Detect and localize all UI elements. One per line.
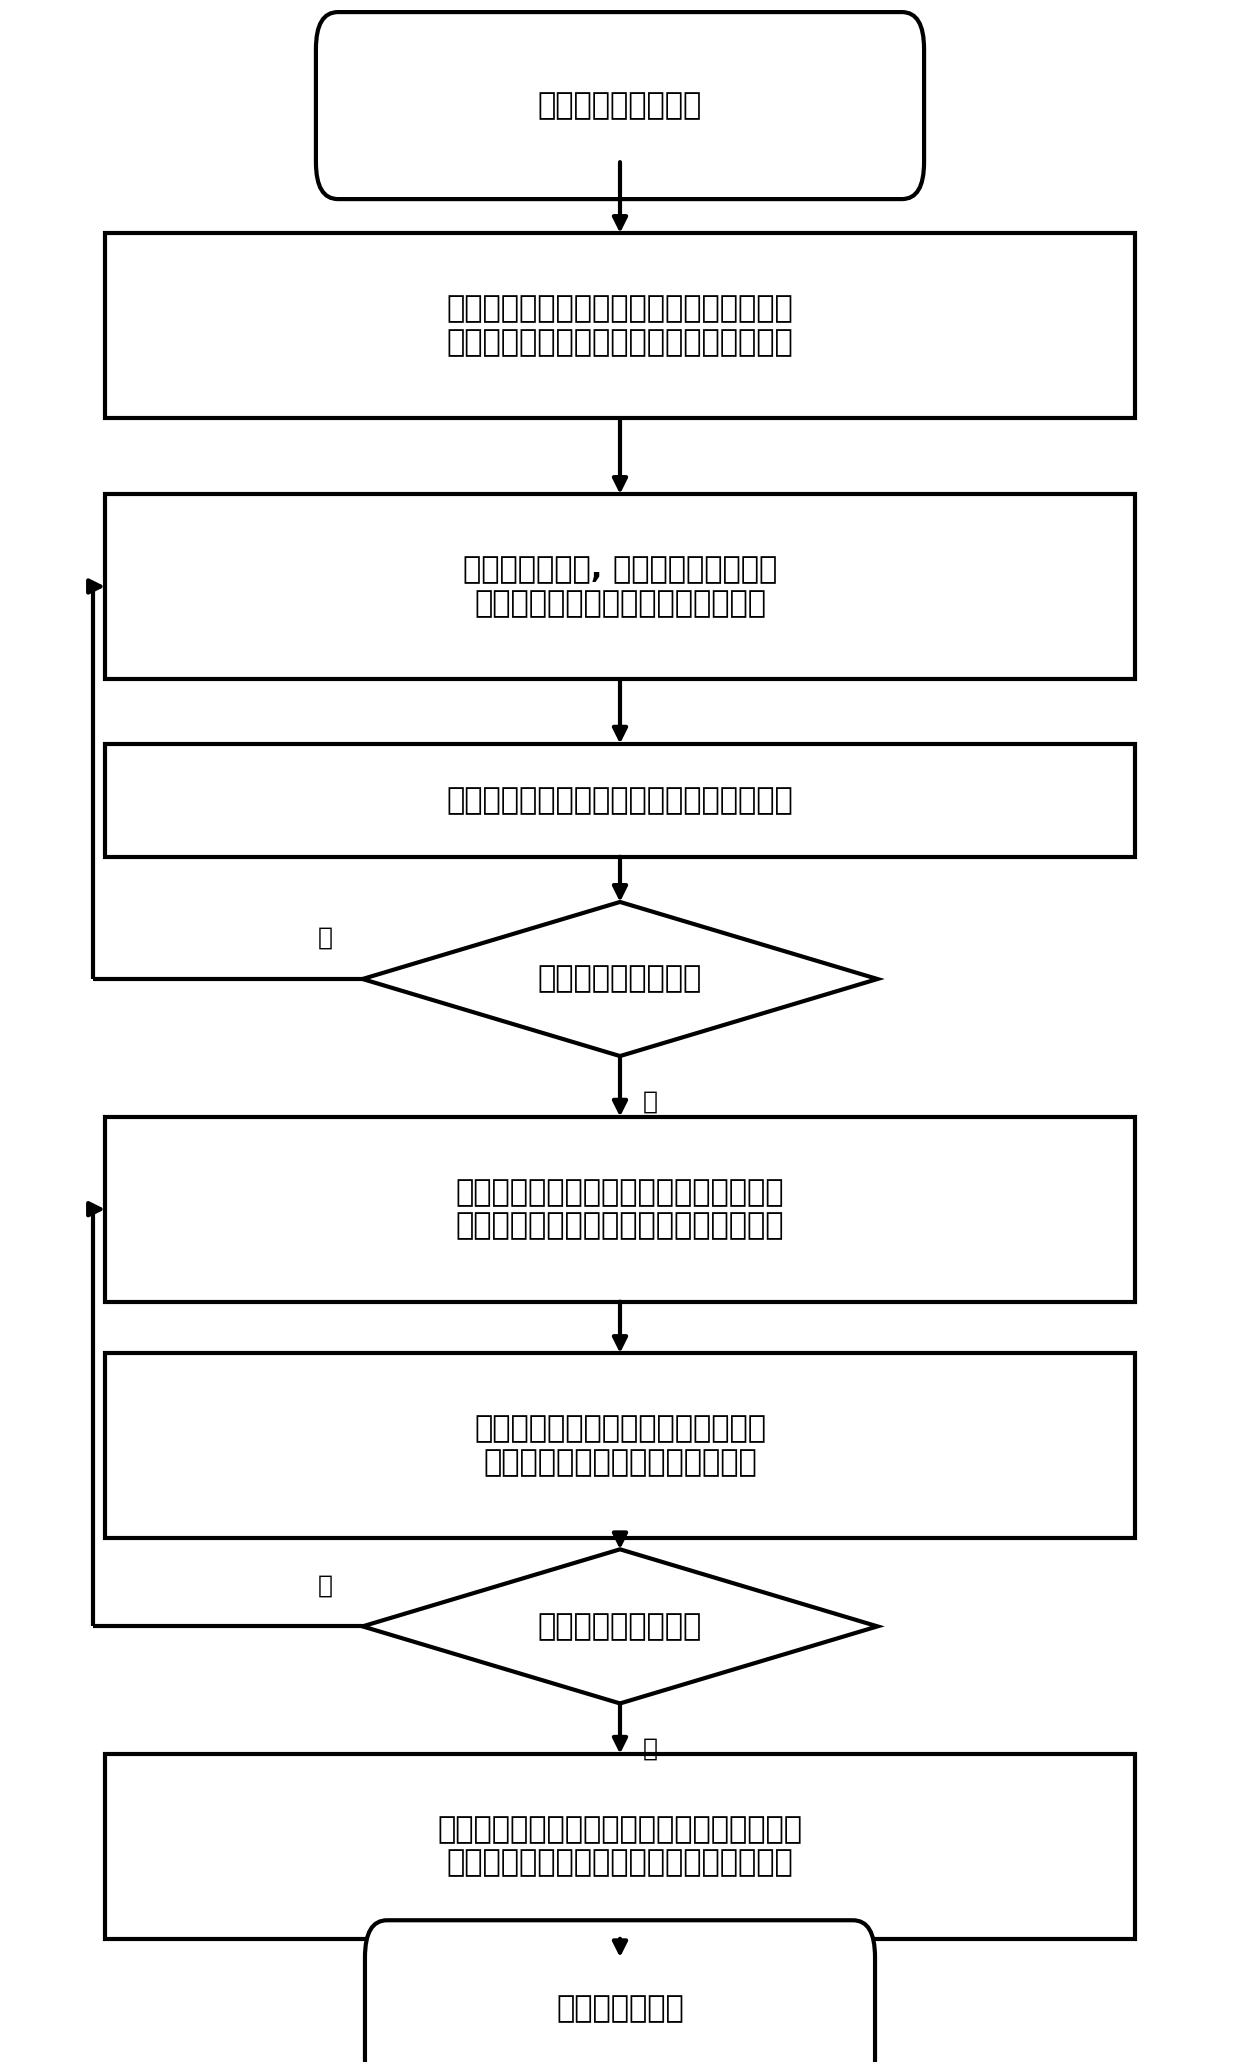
Text: 根据观测值向量的均值加权，测量率分配
器为剩余块集三种块类别分配优化测量率: 根据观测值向量的均值加权，测量率分配 器为剩余块集三种块类别分配优化测量率 [456, 1177, 784, 1241]
Text: 是: 是 [644, 1736, 658, 1761]
Text: 观测值统计器获取三种块类别的观测值向量: 观测值统计器获取三种块类别的观测值向量 [446, 786, 794, 815]
Bar [105, 1117, 1135, 1301]
Text: 按螺旋次序逐块对观测值进行多方向预测，得
到各块的预测残差，然后执行量化与熵编码: 按螺旋次序逐块对观测值进行多方向预测，得 到各块的预测残差，然后执行量化与熵编码 [438, 1815, 802, 1877]
Text: 否: 否 [319, 927, 334, 950]
Text: 是: 是 [644, 1088, 658, 1113]
Bar [105, 494, 1135, 679]
Text: 码流存储或传输: 码流存储或传输 [556, 1995, 684, 2023]
Bar [105, 1353, 1135, 1537]
Text: 剩余块集的最后块？: 剩余块集的最后块？ [538, 1612, 702, 1641]
FancyBboxPatch shape [316, 12, 924, 199]
Text: 所有块按螺旋次序的先后分为三种块类别，
各块通过块集划分归入交叉子集或剩余块集: 所有块按螺旋次序的先后分为三种块类别， 各块通过块集划分归入交叉子集或剩余块集 [446, 294, 794, 356]
Text: 基于初始测量率, 交叉子集按螺旋递增
的块序号逐块执行观测，缓存观测值: 基于初始测量率, 交叉子集按螺旋递增 的块序号逐块执行观测，缓存观测值 [463, 554, 777, 619]
Text: 对目标图像进行分块: 对目标图像进行分块 [538, 91, 702, 120]
Text: 否: 否 [319, 1572, 334, 1597]
Polygon shape [362, 902, 878, 1055]
Bar [105, 743, 1135, 857]
Text: 剩余块集按螺旋递增的块序号逐块执
行优化测量率的观测，缓存观测值: 剩余块集按螺旋递增的块序号逐块执 行优化测量率的观测，缓存观测值 [474, 1415, 766, 1477]
FancyBboxPatch shape [365, 1920, 875, 2069]
Polygon shape [362, 1550, 878, 1703]
Bar [105, 1755, 1135, 1939]
Text: 交叉子集的最后块？: 交叉子集的最后块？ [538, 964, 702, 993]
Bar [105, 234, 1135, 418]
